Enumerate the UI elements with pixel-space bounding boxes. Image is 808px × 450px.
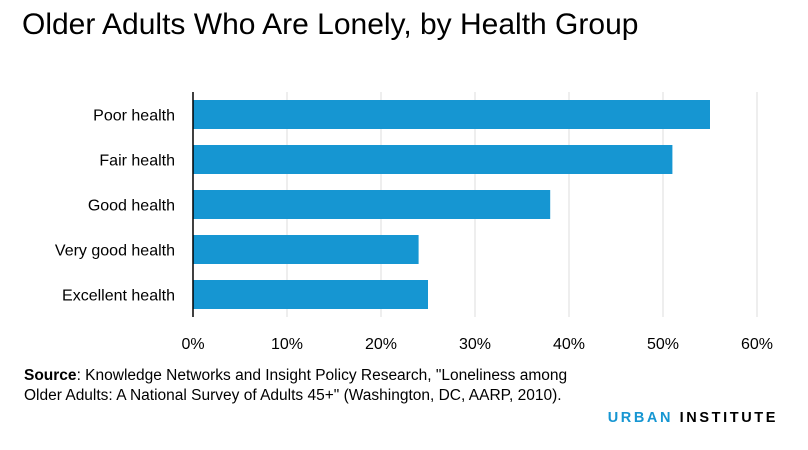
x-tick-label: 60% <box>741 336 773 353</box>
category-label: Good health <box>88 198 175 215</box>
x-tick-label: 40% <box>553 336 585 353</box>
chart-title: Older Adults Who Are Lonely, by Health G… <box>22 8 639 41</box>
source-label: Source <box>24 367 77 384</box>
bar <box>193 280 428 309</box>
x-tick-label: 50% <box>647 336 679 353</box>
bar <box>193 190 551 219</box>
category-label: Poor health <box>93 108 175 125</box>
x-tick-label: 20% <box>365 336 397 353</box>
urban-institute-logo: URBAN INSTITUTE <box>608 410 778 426</box>
category-label: Very good health <box>55 243 175 260</box>
category-label: Excellent health <box>62 288 175 305</box>
brand-part-urban: URBAN <box>607 410 674 426</box>
x-tick-labels: 0% 10% 20% 30% 40% 50% 60% <box>181 336 773 353</box>
category-label: Fair health <box>99 153 175 170</box>
brand-part-institute: INSTITUTE <box>673 410 778 426</box>
x-tick-label: 0% <box>181 336 204 353</box>
x-tick-label: 10% <box>271 336 303 353</box>
bar <box>193 145 673 174</box>
bars <box>193 100 710 309</box>
x-tick-label: 30% <box>459 336 491 353</box>
bar <box>193 100 710 129</box>
category-labels: Poor health Fair health Good health Very go… <box>55 108 175 305</box>
source-text: : Knowledge Networks and Insight Policy … <box>24 367 568 404</box>
bar <box>193 235 419 264</box>
source-note: Source: Knowledge Networks and Insight P… <box>24 366 584 406</box>
